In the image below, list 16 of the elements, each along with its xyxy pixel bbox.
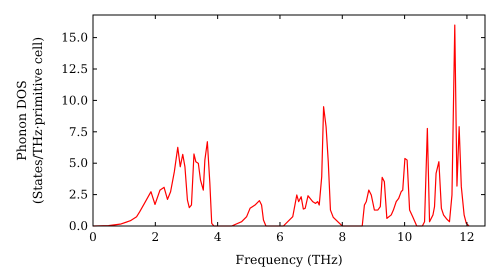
x-tick-label: 2 <box>152 230 160 244</box>
x-axis-title: Frequency (THz) <box>235 252 343 267</box>
y-tick-label: 15.0 <box>61 30 88 45</box>
y-tick-label: 12.5 <box>61 62 88 76</box>
y-tick-label: 2.5 <box>68 188 88 202</box>
y-tick-label: 0.0 <box>68 219 88 233</box>
y-axis-title: Phonon DOS (States/THz·primitive cell) <box>14 36 45 204</box>
y-tick-label: 5.0 <box>68 156 88 170</box>
x-tick-label: 0 <box>89 230 97 244</box>
x-tick-label: 12 <box>459 230 475 244</box>
y-tick-label: 7.5 <box>68 124 88 139</box>
x-tick-label: 8 <box>338 230 346 244</box>
y-tick-label: 10.0 <box>61 93 88 108</box>
x-tick-label: 10 <box>396 230 412 244</box>
x-tick-label: 4 <box>214 230 222 244</box>
x-tick-label: 6 <box>276 230 284 244</box>
